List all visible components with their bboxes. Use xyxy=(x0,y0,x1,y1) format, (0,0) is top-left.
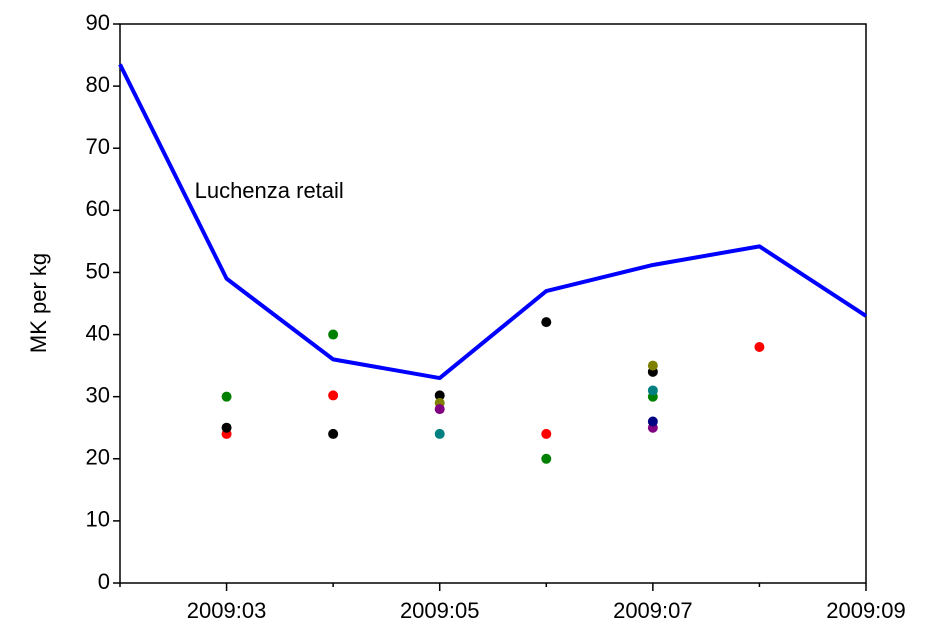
scatter-point xyxy=(647,416,658,427)
y-axis-label: MK per kg xyxy=(26,253,51,353)
scatter-point xyxy=(754,341,765,352)
scatter-point xyxy=(221,391,232,402)
scatter-point xyxy=(221,422,232,433)
y-tick-label: 60 xyxy=(86,196,110,221)
series-annotation: Luchenza retail xyxy=(195,178,344,203)
scatter-point xyxy=(328,390,339,401)
scatter-point xyxy=(647,385,658,396)
y-tick-label: 10 xyxy=(86,507,110,532)
y-tick-label: 30 xyxy=(86,382,110,407)
scatter-point xyxy=(434,390,445,401)
plot-frame xyxy=(119,23,867,584)
y-tick-label: 0 xyxy=(98,569,110,594)
line-series xyxy=(118,63,868,381)
y-tick-label: 70 xyxy=(86,134,110,159)
scatter-point xyxy=(541,453,552,464)
scatter-point xyxy=(328,329,339,340)
scatter-point xyxy=(328,428,339,439)
y-tick-label: 40 xyxy=(86,320,110,345)
scatter-point xyxy=(541,317,552,328)
scatter-point xyxy=(541,428,552,439)
x-tick-label: 2009:05 xyxy=(400,598,480,623)
x-tick-label: 2009:07 xyxy=(613,598,693,623)
scatter-point xyxy=(647,360,658,371)
x-tick-label: 2009:09 xyxy=(826,598,906,623)
scatter-point xyxy=(434,404,445,415)
x-tick-label: 2009:03 xyxy=(187,598,267,623)
y-tick-label: 80 xyxy=(86,72,110,97)
y-tick-label: 90 xyxy=(86,10,110,35)
scatter-point xyxy=(434,428,445,439)
y-tick-label: 20 xyxy=(86,445,110,470)
y-tick-label: 50 xyxy=(86,258,110,283)
